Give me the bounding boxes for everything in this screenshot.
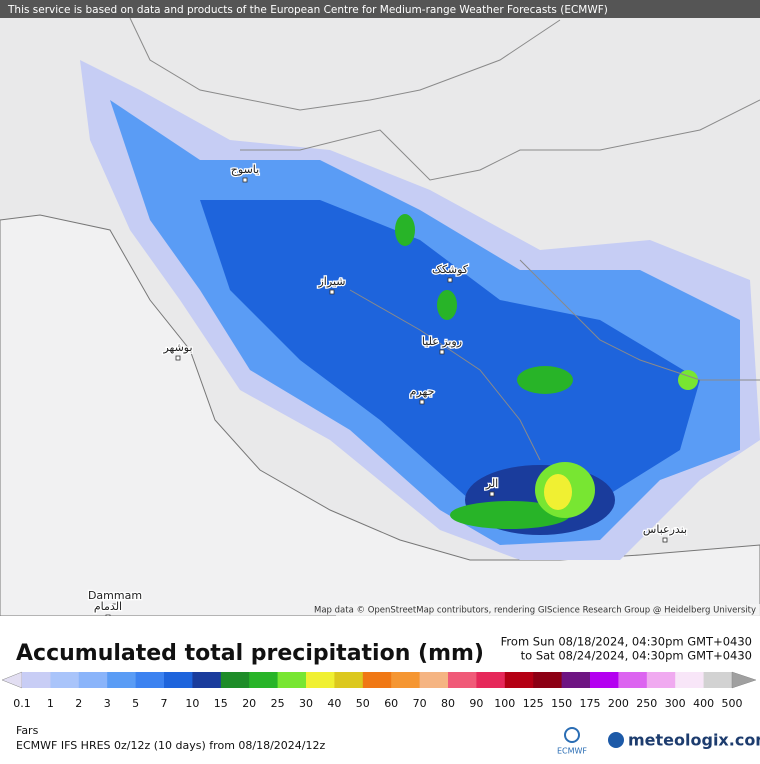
precip-heavy bbox=[200, 200, 700, 520]
place-label: یاسوج bbox=[231, 163, 259, 176]
colorbar-swatch bbox=[590, 672, 619, 688]
place-dot bbox=[662, 537, 668, 543]
place-label: روبز علیا bbox=[422, 335, 462, 348]
attribution: Map data © OpenStreetMap contributors, r… bbox=[314, 606, 756, 616]
place-label: الدمام bbox=[94, 600, 122, 613]
place-dot bbox=[489, 491, 495, 497]
precip-yellow bbox=[544, 474, 572, 510]
place-dot bbox=[112, 603, 118, 609]
region: Fars bbox=[16, 724, 39, 737]
colorbar-swatch bbox=[107, 672, 137, 688]
place-label: کوشکک bbox=[432, 263, 469, 276]
colorbar-label: 50 bbox=[356, 697, 370, 710]
legend-title: Accumulated total precipitation (mm) bbox=[16, 641, 484, 666]
colorbar-label: 10 bbox=[185, 697, 199, 710]
colorbar-swatch bbox=[50, 672, 80, 688]
place-label: شیراز bbox=[318, 275, 346, 288]
colorbar-label: 3 bbox=[104, 697, 111, 710]
colorbar-swatch bbox=[249, 672, 279, 688]
colorbar-swatch bbox=[192, 672, 222, 688]
place-label: Dammam bbox=[88, 589, 142, 602]
colorbar-label: 30 bbox=[299, 697, 313, 710]
colorbar-label: 500 bbox=[722, 697, 743, 710]
sea bbox=[0, 214, 760, 617]
colorbar-swatch bbox=[504, 672, 534, 688]
ecmwf-icon bbox=[564, 727, 580, 743]
colorbar-label: 0.1 bbox=[13, 697, 31, 710]
colorbar-label: 70 bbox=[413, 697, 427, 710]
period-to: to Sat 08/24/2024, 04:30pm GMT+0430 bbox=[521, 649, 752, 663]
colorbar-swatch bbox=[646, 672, 676, 688]
period-from: From Sun 08/18/2024, 04:30pm GMT+0430 bbox=[501, 635, 752, 649]
notice: This service is based on data and produc… bbox=[7, 4, 608, 16]
colorbar-swatch bbox=[391, 672, 421, 688]
place-label: بندرعباس bbox=[643, 523, 687, 536]
colorbar-swatch bbox=[703, 672, 733, 688]
colorbar-label: 25 bbox=[271, 697, 285, 710]
place-dot bbox=[329, 289, 335, 295]
place-dot bbox=[447, 277, 453, 283]
colorbar: 0.1 1 2 3 5 7 10 15 20 25 30 40 50 60 70 80 90 100 125 150 1… bbox=[1, 671, 757, 710]
places: یاسوج شیراز کوشکک جهرم بوشهر روبز علیا الر بندر… bbox=[87, 162, 688, 620]
precip-green bbox=[517, 366, 573, 394]
colorbar-label: 20 bbox=[242, 697, 256, 710]
colorbar-label: 100 bbox=[494, 697, 515, 710]
place-dot bbox=[242, 177, 248, 183]
meteologix-logo: meteologix.com bbox=[628, 731, 760, 750]
colorbar-swatch bbox=[306, 672, 335, 688]
precip-lime bbox=[678, 370, 698, 390]
ecmwf-logo: ECMWF bbox=[557, 747, 587, 756]
precipitation-field bbox=[80, 60, 760, 560]
colorbar-label: 90 bbox=[469, 697, 483, 710]
colorbar-swatch bbox=[164, 672, 193, 688]
notice-bar bbox=[0, 0, 760, 18]
colorbar-label: 40 bbox=[327, 697, 341, 710]
place-label: جهرم bbox=[410, 385, 435, 398]
colorbar-swatch bbox=[561, 672, 591, 688]
colorbar-swatch bbox=[419, 672, 449, 688]
borders bbox=[129, 17, 760, 461]
colorbar-swatch bbox=[448, 672, 477, 688]
place-label: الر bbox=[485, 477, 498, 490]
attribution-bg bbox=[336, 604, 760, 616]
colorbar-swatch bbox=[220, 672, 250, 688]
colorbar-label: 125 bbox=[523, 697, 544, 710]
colorbar-label: 200 bbox=[608, 697, 629, 710]
place-label: بوشهر bbox=[162, 341, 192, 354]
colorbar-swatch bbox=[22, 672, 51, 688]
colorbar-label: 80 bbox=[441, 697, 455, 710]
colorbar-swatch bbox=[533, 672, 563, 688]
colorbar-label: 7 bbox=[161, 697, 168, 710]
colorbar-label: 2 bbox=[75, 697, 82, 710]
precip-green bbox=[437, 290, 457, 320]
place-dot bbox=[439, 349, 445, 355]
colorbar-swatch bbox=[277, 672, 307, 688]
colorbar-swatch bbox=[362, 672, 392, 688]
colorbar-label: 250 bbox=[636, 697, 657, 710]
colorbar-label: 1 bbox=[47, 697, 54, 710]
colorbar-swatch bbox=[476, 672, 506, 688]
colorbar-label: 150 bbox=[551, 697, 572, 710]
colorbar-label: 400 bbox=[693, 697, 714, 710]
colorbar-swatch bbox=[334, 672, 364, 688]
colorbar-label: 300 bbox=[665, 697, 686, 710]
colorbar-swatch bbox=[675, 672, 705, 688]
place-dot bbox=[419, 399, 425, 405]
colorbar-label: 175 bbox=[580, 697, 601, 710]
colorbar-label: 60 bbox=[384, 697, 398, 710]
colorbar-label: 5 bbox=[132, 697, 139, 710]
colorbar-swatch bbox=[78, 672, 108, 688]
precip-green bbox=[450, 501, 570, 529]
colorbar-swatch bbox=[135, 672, 165, 688]
place-dot bbox=[175, 355, 181, 361]
colorbar-label: 15 bbox=[214, 697, 228, 710]
colorbar-swatch bbox=[618, 672, 648, 688]
model-info: ECMWF IFS HRES 0z/12z (10 days) from 08/… bbox=[16, 739, 326, 752]
meteologix-icon bbox=[608, 732, 624, 748]
colorbar-over bbox=[731, 671, 757, 689]
precip-green bbox=[395, 214, 415, 246]
